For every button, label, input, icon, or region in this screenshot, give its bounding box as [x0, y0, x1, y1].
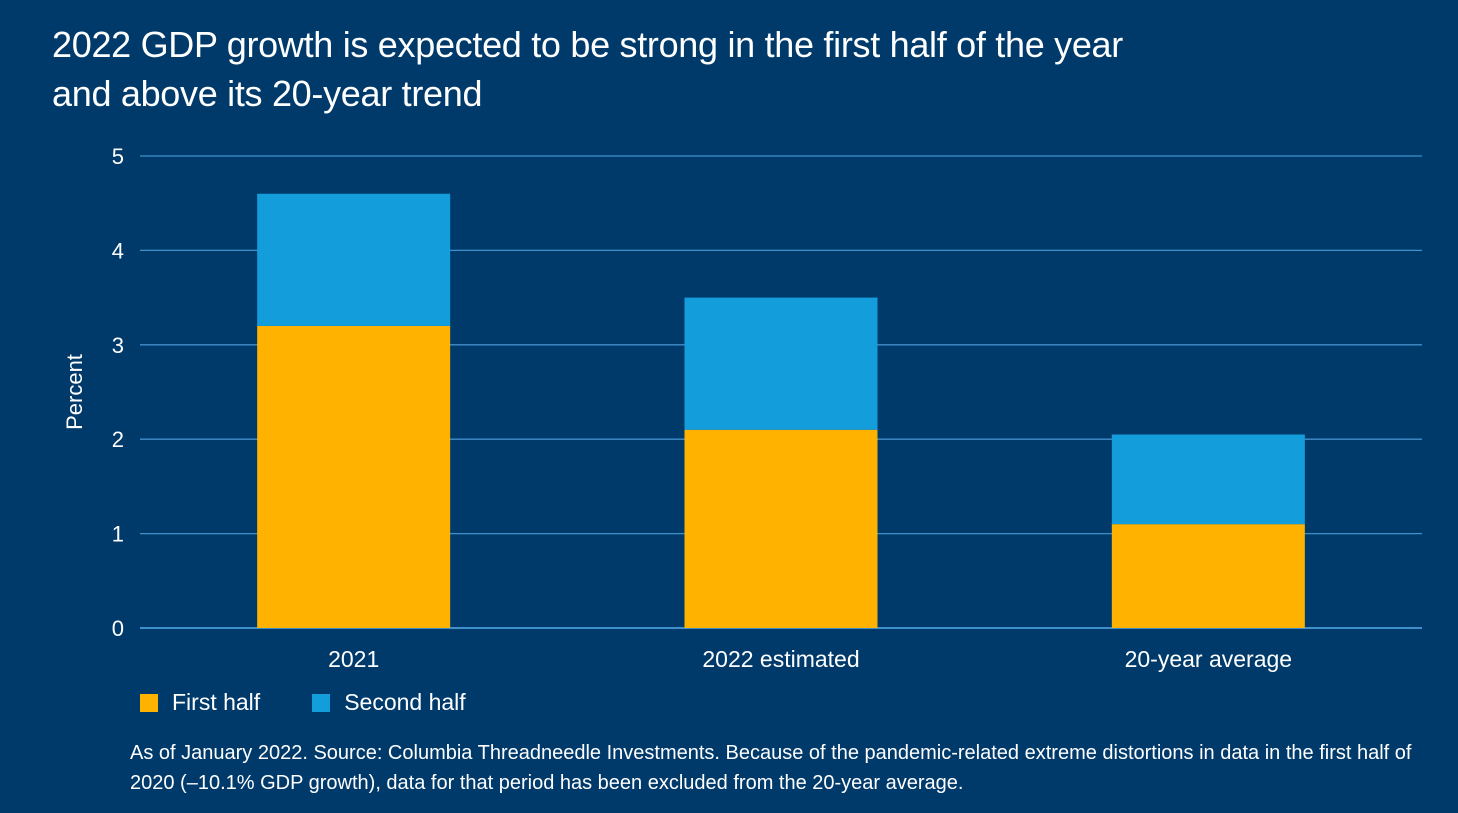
y-tick-label-3: 3 [112, 333, 124, 358]
legend-swatch-first-half [140, 693, 158, 712]
x-tick-label-1: 2022 estimated [702, 646, 859, 672]
chart-title: 2022 GDP growth is expected to be strong… [52, 20, 1352, 118]
x-axis-ticks: 2021 2022 estimated 20-year average [328, 646, 1292, 672]
bar-second-half-1 [684, 297, 878, 430]
y-axis-label: Percent [62, 354, 87, 430]
y-tick-label-2: 2 [112, 427, 124, 452]
legend-item-second-half: Second half [312, 689, 466, 716]
y-axis-ticks: 0 1 2 3 4 5 [112, 144, 124, 641]
bar-second-half-0 [257, 193, 451, 326]
legend-label-second-half: Second half [344, 689, 466, 715]
bars [257, 193, 1305, 628]
bar-second-half-2 [1111, 434, 1305, 525]
x-tick-label-0: 2021 [328, 646, 379, 672]
source-note: As of January 2022. Source: Columbia Thr… [130, 742, 1412, 794]
chart-title-line-2: and above its 20-year trend [52, 73, 483, 114]
bar-first-half-0 [257, 325, 451, 628]
y-tick-label-4: 4 [112, 238, 124, 263]
y-tick-label-1: 1 [112, 522, 124, 547]
legend-label-first-half: First half [172, 689, 261, 715]
x-tick-label-2: 20-year average [1125, 646, 1293, 672]
legend: First half Second half [140, 689, 518, 716]
y-tick-label-5: 5 [112, 144, 124, 169]
legend-swatch-second-half [312, 693, 331, 712]
bar-first-half-1 [684, 429, 878, 628]
y-tick-label-0: 0 [112, 616, 124, 641]
legend-item-first-half: First half [140, 689, 260, 716]
bar-first-half-2 [1111, 524, 1305, 628]
chart-title-line-1: 2022 GDP growth is expected to be strong… [52, 24, 1123, 65]
